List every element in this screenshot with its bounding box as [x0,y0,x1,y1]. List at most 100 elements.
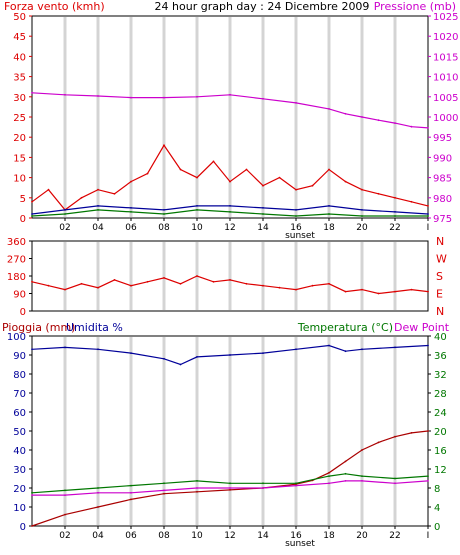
series-forza-vento-kmh-point [179,168,182,171]
x-tick-label: 06 [125,531,137,541]
series-temperatura-c-point [394,477,396,480]
series-umidita-point [328,344,330,347]
grid-band [162,337,166,525]
series-temperatura-c-point [361,475,363,477]
x-tick-label: 14 [257,223,269,233]
series-forza-vento-kmh-point [295,188,297,191]
y-right-tick-label: 12 [434,465,447,476]
y-right-tick-label: 1010 [433,73,458,84]
series-pioggia-mm-point [361,449,363,451]
series-pioggia-mm-point [394,435,396,438]
series-forza-vento-kmh-point [427,205,429,207]
y-right-tick-label: 1005 [433,93,458,104]
series-forza-vento-kmh-point [245,168,248,171]
grid-band [327,337,331,525]
y-left-tick-label: 40 [13,446,26,457]
series-dew-point [32,480,429,496]
series-pressione-mb-point [196,95,198,98]
series-dew-point-point [361,480,363,482]
y-dir-tick-label: 90 [13,290,26,301]
series-forza-vento-kmh-point [80,196,83,199]
series-direzione-vento-point [47,284,50,287]
x-tick-label: 06 [125,223,137,233]
series-raffica-media-point [394,211,396,213]
series-raffica-media-point [295,209,297,211]
series-intensita-point [295,215,297,217]
grid-band [393,17,397,217]
grid-band [96,337,100,525]
y-right-tick-label: 32 [434,370,447,381]
x-tick-label: 12 [224,223,235,233]
y-left-tick-label: 20 [13,133,26,144]
y-left-tick-label: 0 [20,522,26,533]
wind-axis-title: Forza vento (kmh) [4,0,105,13]
series-pressione-mb-point [31,91,33,94]
grid-band [96,242,100,310]
x-tick-label: 04 [92,223,104,233]
series-pioggia-mm-point [163,492,165,495]
series-pioggia-mm-point [97,506,99,508]
series-intensita-point [328,213,330,215]
grid-band [63,17,67,217]
y-dir-tick-label: 270 [7,255,26,266]
temperature-axis-title: Temperatura (°C) [297,321,393,334]
grid-band [327,17,331,217]
series-temperatura-c-point [328,475,330,477]
series-umidita-point [196,356,198,358]
series-pioggia-mm-point [64,513,66,516]
series-pioggia-mm-point [344,460,347,463]
series-raffica-media-point [262,207,264,209]
series-forza-vento-kmh-point [262,184,264,187]
x-tick-label: 08 [158,223,170,233]
series-umidita-point [163,357,165,360]
y-left-tick-label: 10 [13,174,26,185]
series-pressione-mb-point [377,119,380,122]
series-dew-point-point [163,489,165,492]
compass-label: W [436,253,447,266]
series-direzione-vento-point [64,288,66,291]
series-direzione-vento-point [278,286,281,289]
y-right-tick-label: 1015 [433,52,458,63]
grid-band [63,337,67,525]
series-pioggia-mm-point [130,498,132,501]
series-pressione-mb-point [295,102,297,104]
y-left-tick-label: 35 [13,73,26,84]
y-right-tick-label: 20 [434,427,447,438]
x-tick-label: 02 [59,531,70,541]
series-dew-point-point [130,491,132,494]
pressure-axis-title: Pressione (mb) [374,0,456,13]
y-right-tick-label: 990 [433,153,452,164]
series-forza-vento-kmh-point [361,188,363,191]
y-left-tick-label: 50 [13,427,26,438]
x-tick-label: 08 [158,531,170,541]
grid-band [129,17,133,217]
series-direzione-vento-point [394,290,396,293]
y-dir-tick-label: 360 [7,237,26,248]
series-umidita-point [394,346,396,349]
series-direzione-vento-point [328,282,330,285]
series-intensita-point [229,211,231,213]
y-left-tick-label: 30 [13,465,26,476]
x-tick-label: 12 [224,531,235,541]
y-left-tick-label: 15 [13,153,26,164]
series-pressione-mb-point [229,93,231,96]
grid-band [63,242,67,310]
series-direzione-vento-point [163,277,165,279]
sunset-label: sunset [285,231,315,241]
series-forza-vento-kmh-point [97,188,99,191]
series-pioggia-mm-point [377,441,380,444]
x-tick-label: 04 [92,531,104,541]
chart-title: 24 hour graph day : 24 Dicembre 2009 [155,0,370,13]
compass-label: E [436,288,443,301]
series-pressione-mb-point [427,127,429,129]
y-right-tick-label: 1020 [433,32,458,43]
grid-band [162,17,166,217]
series-pressione-mb-point [328,108,330,110]
series-pressione-mb [31,92,429,129]
series-forza-vento-kmh-point [47,188,50,191]
series-direzione-vento-point [427,290,429,293]
series-intensita-point [262,213,264,215]
series-raffica-media-point [31,213,33,215]
series-direzione-vento-point [113,279,116,281]
y-right-tick-label: 40 [434,332,447,343]
